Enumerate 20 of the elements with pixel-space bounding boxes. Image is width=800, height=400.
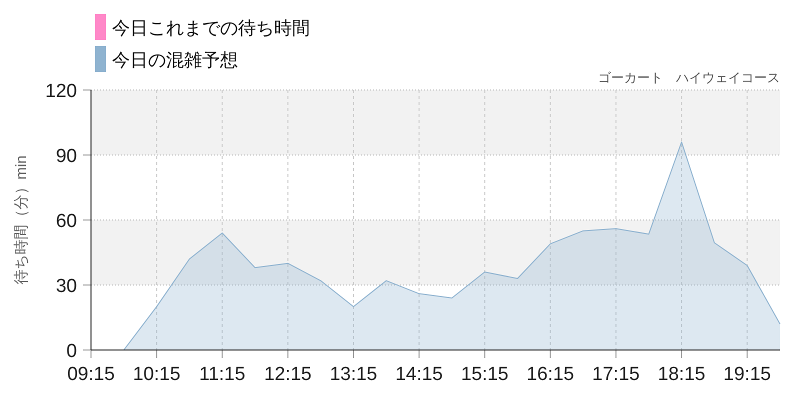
x-tick-label: 14:15 (395, 364, 443, 385)
x-tick-label: 16:15 (526, 364, 574, 385)
x-tick-label: 17:15 (592, 364, 640, 385)
y-tick-label: 60 (56, 211, 77, 232)
y-tick-label: 30 (56, 276, 77, 297)
x-tick-label: 19:15 (723, 364, 771, 385)
y-tick-label: 0 (66, 341, 77, 362)
x-tick-label: 12:15 (264, 364, 312, 385)
legend-label: 今日これまでの待ち時間 (112, 18, 310, 38)
chart-title: ゴーカート ハイウェイコース (598, 70, 780, 85)
legend-label: 今日の混雑予想 (112, 50, 238, 70)
x-tick-label: 09:15 (67, 364, 115, 385)
x-tick-label: 15:15 (460, 364, 508, 385)
x-tick-label: 11:15 (199, 364, 246, 385)
y-tick-label: 120 (45, 81, 77, 102)
y-axis-title: 待ち時間（分）min (13, 155, 30, 285)
x-tick-label: 13:15 (330, 364, 378, 385)
x-tick-label: 10:15 (132, 364, 180, 385)
x-tick-label: 18:15 (658, 364, 706, 385)
y-tick-label: 90 (56, 146, 77, 167)
